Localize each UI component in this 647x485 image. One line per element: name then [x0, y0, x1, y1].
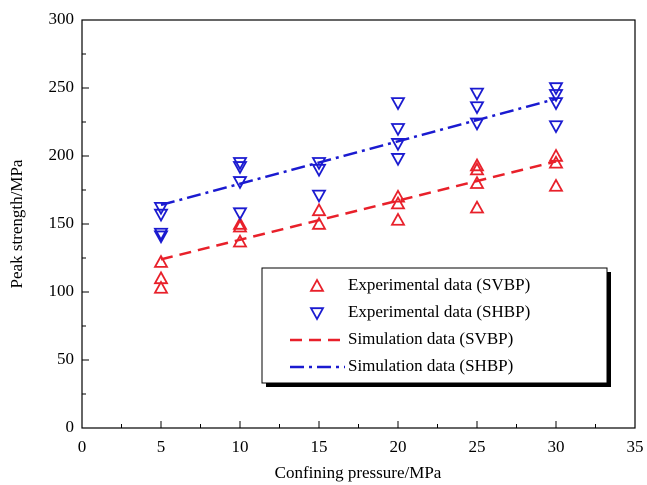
- y-tick-label: 300: [49, 9, 75, 28]
- data-point: [469, 199, 485, 214]
- data-point: [232, 207, 248, 221]
- legend-label: Experimental data (SVBP): [348, 275, 530, 294]
- data-point: [469, 175, 485, 189]
- data-point: [469, 117, 485, 132]
- data-point: [311, 157, 327, 171]
- data-point: [153, 208, 169, 223]
- data-point: [153, 230, 169, 245]
- data-point: [548, 82, 564, 96]
- legend-label: Simulation data (SVBP): [348, 329, 513, 348]
- data-point: [390, 97, 406, 111]
- data-point: [311, 216, 327, 230]
- data-point: [390, 188, 406, 203]
- x-tick-label: 20: [390, 437, 407, 456]
- x-tick-label: 35: [627, 437, 644, 456]
- data-point: [311, 189, 327, 204]
- data-point: [469, 101, 485, 115]
- x-tick-label: 10: [232, 437, 249, 456]
- x-tick-label: 0: [78, 437, 87, 456]
- y-tick-label: 250: [49, 77, 75, 96]
- data-point: [232, 161, 248, 175]
- data-point: [311, 163, 327, 178]
- data-point: [390, 123, 406, 137]
- data-point: [153, 201, 169, 216]
- data-point: [311, 202, 327, 217]
- data-point: [153, 254, 169, 268]
- y-tick-label: 200: [49, 145, 75, 164]
- y-axis-label: Peak strength/MPa: [7, 159, 26, 288]
- y-tick-label: 50: [57, 349, 74, 368]
- data-point: [469, 87, 485, 102]
- fit-line: [160, 160, 557, 261]
- data-point: [232, 216, 248, 230]
- data-point: [153, 280, 169, 294]
- data-point: [548, 120, 564, 134]
- legend-label: Experimental data (SHBP): [348, 302, 530, 321]
- data-point: [548, 178, 564, 192]
- data-point: [390, 195, 406, 210]
- data-point: [232, 218, 248, 233]
- x-tick-label: 30: [548, 437, 565, 456]
- x-tick-label: 25: [469, 437, 486, 456]
- data-point: [153, 227, 169, 242]
- data-point: [548, 97, 564, 111]
- data-point: [390, 153, 406, 167]
- legend-marker: [309, 278, 325, 292]
- legend: [261, 267, 608, 384]
- data-point: [390, 138, 406, 152]
- data-point: [390, 212, 406, 226]
- y-tick-label: 100: [49, 281, 75, 300]
- legend-label: Simulation data (SHBP): [348, 356, 513, 375]
- x-tick-label: 5: [157, 437, 166, 456]
- fit-line: [160, 97, 557, 207]
- x-tick-label: 15: [311, 437, 328, 456]
- data-point: [469, 161, 485, 176]
- data-point: [548, 89, 564, 103]
- y-tick-label: 150: [49, 213, 75, 232]
- y-tick-label: 0: [66, 417, 75, 436]
- data-point: [548, 148, 564, 162]
- data-point: [232, 157, 248, 171]
- x-axis-label: Confining pressure/MPa: [275, 463, 442, 482]
- legend-marker: [309, 307, 325, 321]
- data-point: [469, 157, 485, 172]
